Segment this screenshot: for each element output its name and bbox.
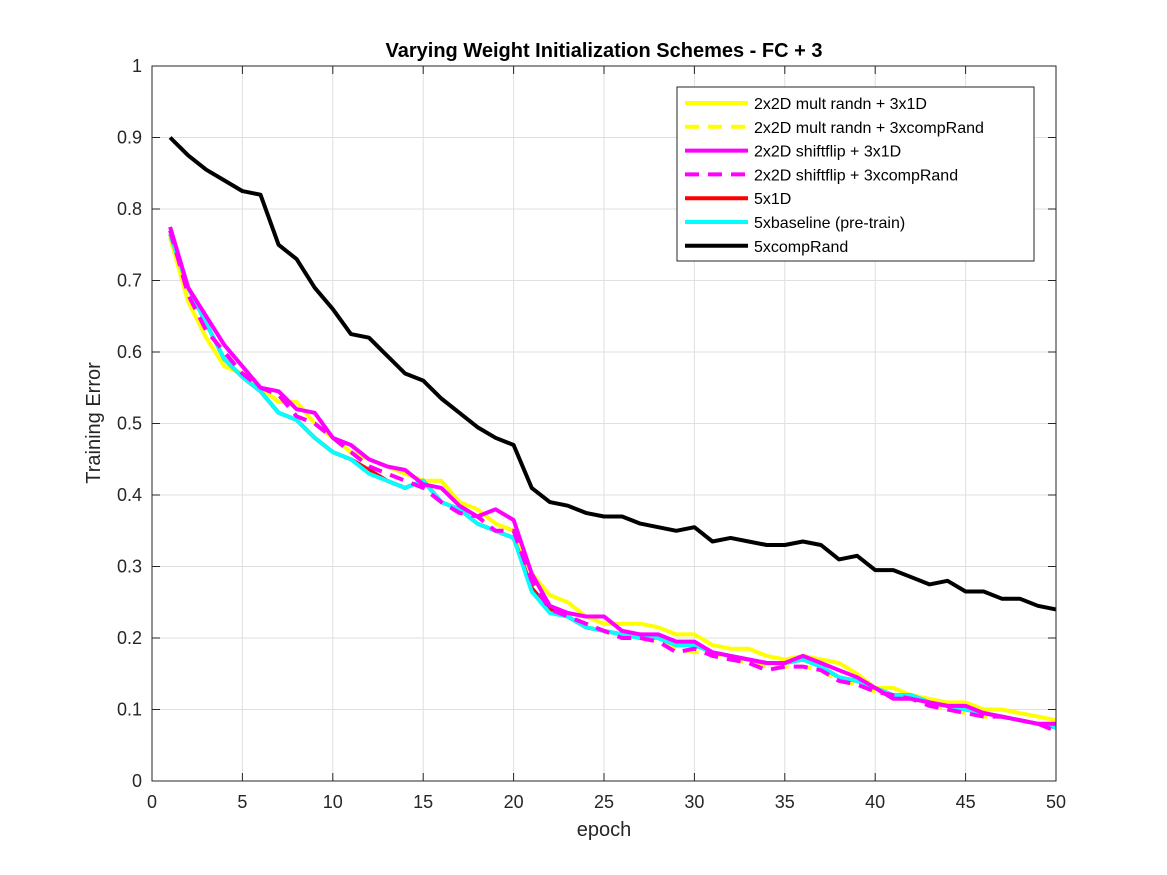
series-line-6 [168,136,1057,612]
y-axis-label: Training Error [83,362,105,484]
y-tick-label: 0.6 [117,342,142,362]
y-tick-label: 0.5 [117,414,142,434]
x-axis-label: epoch [577,819,632,841]
legend-label-4: 5x1D [754,191,791,208]
legend-label-6: 5xcompRand [754,239,848,256]
x-tick-label: 30 [684,792,704,812]
y-tick-label: 0.8 [117,199,142,219]
y-tick-label: 1 [132,56,142,76]
x-tick-label: 10 [323,792,343,812]
x-tick-label: 35 [775,792,795,812]
x-tick-label: 20 [504,792,524,812]
series-line-3 [168,229,1057,733]
legend: 2x2D mult randn + 3x1D 2x2D mult randn + … [676,86,1035,262]
legend-label-5: 5xbaseline (pre-train) [754,215,905,232]
series-line-5 [168,233,1057,730]
y-tick-label: 0.2 [117,628,142,648]
y-tick-label: 0.3 [117,557,142,577]
y-tick-label: 0.7 [117,271,142,291]
y-tick-label: 0 [132,771,142,791]
series-lines [168,136,1057,733]
legend-label-2: 2x2D shiftflip + 3x1D [754,144,901,161]
y-tick-label: 0.4 [117,485,142,505]
axis-ticks: 0 5 10 15 20 25 30 35 40 45 50 0 0.1 0.2 0.3 0.4 0.5 0.6 0… [117,56,1066,812]
x-tick-label: 50 [1046,792,1066,812]
legend-label-1: 2x2D mult randn + 3xcompRand [754,120,984,137]
x-tick-label: 45 [956,792,976,812]
legend-label-3: 2x2D shiftflip + 3xcompRand [754,167,958,184]
x-tick-label: 0 [147,792,157,812]
chart-title: Varying Weight Initialization Schemes - … [386,40,823,62]
x-tick-label: 40 [865,792,885,812]
x-tick-label: 15 [413,792,433,812]
y-tick-label: 0.9 [117,128,142,148]
x-tick-label: 25 [594,792,614,812]
x-tick-label: 5 [237,792,247,812]
legend-label-0: 2x2D mult randn + 3x1D [754,96,927,113]
y-tick-label: 0.1 [117,700,142,720]
